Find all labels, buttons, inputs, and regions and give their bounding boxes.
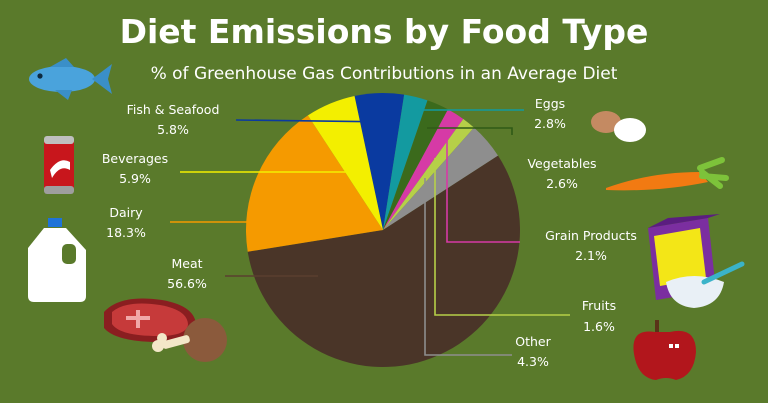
label-value: 5.9% (119, 171, 151, 186)
milk-jug-icon (28, 218, 86, 302)
carrot-icon (606, 157, 729, 191)
pie-chart (245, 92, 521, 368)
pie-slice-grain-products (383, 109, 464, 230)
eggs-icon (591, 111, 646, 142)
leader-lines (170, 109, 570, 356)
label-value: 4.3% (517, 354, 549, 369)
label-value: 2.1% (575, 248, 607, 263)
label-beverages: Beverages 5.9% (102, 151, 168, 186)
label-fruits: Fruits 1.6% (582, 298, 616, 334)
label-name: Eggs (535, 96, 565, 111)
chart-title: Diet Emissions by Food Type (120, 12, 649, 51)
chart-subtitle: % of Greenhouse Gas Contributions in an … (151, 64, 618, 84)
label-name: Meat (171, 256, 202, 271)
pie-slice-beverages (307, 95, 383, 231)
label-eggs: Eggs 2.8% (534, 96, 566, 131)
leader-fish-seafood (235, 119, 394, 123)
label-value: 5.8% (157, 122, 189, 137)
label-name: Other (515, 334, 551, 349)
label-other: Other 4.3% (515, 334, 551, 369)
label-fish-seafood: Fish & Seafood 5.8% (127, 102, 220, 137)
label-name: Vegetables (527, 156, 596, 171)
pie-slice-other (383, 127, 499, 230)
fish-icon (29, 58, 112, 100)
label-value: 18.3% (106, 225, 146, 240)
label-value: 2.8% (534, 116, 566, 131)
label-vegetables: Vegetables 2.6% (527, 156, 596, 191)
label-name: Fish & Seafood (127, 102, 220, 117)
leader-grain-products (446, 129, 520, 243)
label-meat: Meat 56.6% (167, 256, 207, 291)
label-name: Fruits (582, 298, 616, 313)
leader-other (424, 178, 512, 356)
pie-slice-eggs (383, 94, 428, 230)
pie-slice-meat (247, 155, 521, 368)
leader-fruits (434, 158, 570, 316)
pie-slice-unlabeled (383, 100, 448, 231)
label-grain-products: Grain Products 2.1% (545, 228, 637, 263)
label-value: 2.6% (546, 176, 578, 191)
label-name: Beverages (102, 151, 168, 166)
soda-can-icon (44, 136, 74, 194)
label-name: Grain Products (545, 228, 637, 243)
pie-slice-dairy (245, 115, 383, 252)
cereal-box-and-bowl-icon (648, 214, 745, 308)
steak-and-drumstick-icon (104, 298, 227, 362)
label-value: 56.6% (167, 276, 207, 291)
apple-icon (633, 320, 696, 380)
leader-vegetables (427, 127, 513, 135)
label-name: Dairy (109, 205, 143, 220)
pie-slice-fruits (383, 119, 475, 230)
label-value: 1.6% (583, 319, 615, 334)
pie-slice-fish-seafood (354, 92, 405, 230)
label-dairy: Dairy 18.3% (106, 205, 146, 240)
